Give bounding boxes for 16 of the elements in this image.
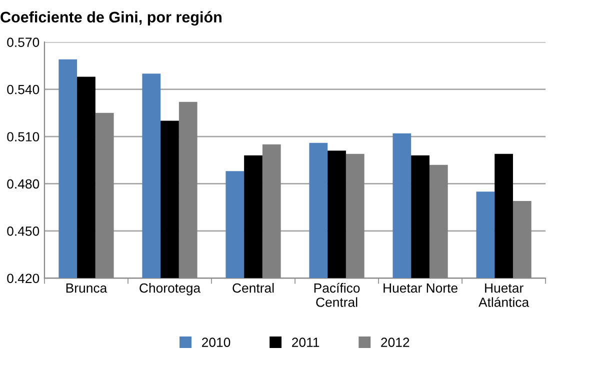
- chart-title: Coeficiente de Gini, por región: [0, 11, 222, 26]
- legend-label: 2012: [381, 338, 410, 348]
- y-tick-label: 0.420: [7, 274, 40, 284]
- x-tick-label: Pacífico Central: [314, 282, 360, 307]
- y-tick-label: 0.450: [7, 226, 40, 236]
- x-tick-label: Brunca: [66, 284, 108, 293]
- y-tick-label: 0.570: [7, 38, 40, 47]
- y-tick-label: 0.540: [7, 84, 40, 94]
- x-tick-label: Huetar Norte: [384, 284, 458, 293]
- x-tick-label: Central: [232, 283, 274, 293]
- y-tick-label: 0.510: [7, 132, 40, 142]
- y-tick-label: 0.480: [7, 179, 40, 189]
- x-tick-label: Chorotega: [140, 283, 201, 296]
- legend-label: 2011: [292, 338, 320, 348]
- x-tick-label: Huetar Atlántica: [478, 284, 530, 307]
- legend-label: 2010: [202, 338, 230, 348]
